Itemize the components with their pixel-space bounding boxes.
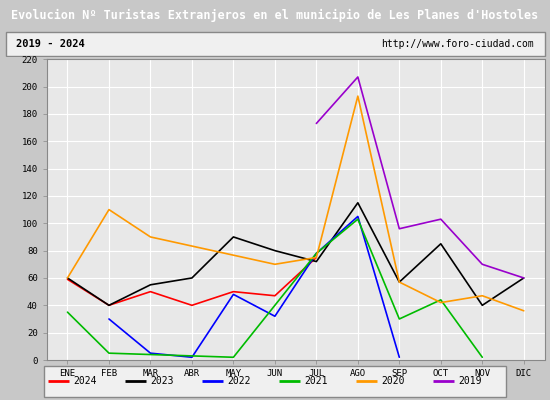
Text: 2019: 2019 — [458, 376, 482, 386]
Text: http://www.foro-ciudad.com: http://www.foro-ciudad.com — [381, 39, 534, 49]
FancyBboxPatch shape — [6, 32, 544, 56]
Text: 2021: 2021 — [304, 376, 328, 386]
Text: 2024: 2024 — [73, 376, 97, 386]
Text: 2023: 2023 — [150, 376, 174, 386]
Text: Evolucion Nº Turistas Extranjeros en el municipio de Les Planes d'Hostoles: Evolucion Nº Turistas Extranjeros en el … — [12, 8, 538, 22]
Text: 2020: 2020 — [381, 376, 405, 386]
FancyBboxPatch shape — [44, 366, 506, 397]
Text: 2019 - 2024: 2019 - 2024 — [16, 39, 85, 49]
Text: 2022: 2022 — [227, 376, 251, 386]
